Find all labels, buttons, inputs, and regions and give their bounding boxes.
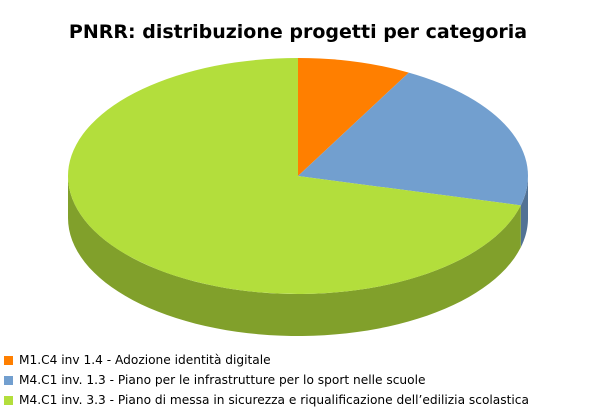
pie-slice-side — [68, 176, 521, 336]
chart-title: PNRR: distribuzione progetti per categor… — [69, 21, 527, 43]
legend-item: M4.C1 inv. 1.3 - Piano per le infrastrut… — [4, 370, 529, 390]
legend-swatch — [4, 375, 13, 385]
legend-label: M4.C1 inv. 1.3 - Piano per le infrastrut… — [19, 373, 426, 387]
legend-swatch — [4, 355, 13, 365]
pie-slice — [298, 58, 409, 176]
pie-plot-area — [67, 58, 528, 336]
legend-label: M1.C4 inv 1.4 - Adozione identità digita… — [19, 353, 271, 367]
legend-label: M4.C1 inv. 3.3 - Piano di messa in sicur… — [19, 393, 529, 407]
legend: M1.C4 inv 1.4 - Adozione identità digita… — [4, 350, 529, 410]
legend-item: M4.C1 inv. 3.3 - Piano di messa in sicur… — [4, 390, 529, 410]
pie-slice — [298, 72, 528, 206]
pie-slice-side — [520, 176, 528, 248]
legend-item: M1.C4 inv 1.4 - Adozione identità digita… — [4, 350, 529, 370]
legend-swatch — [4, 395, 13, 405]
pie-slice — [67, 58, 521, 294]
